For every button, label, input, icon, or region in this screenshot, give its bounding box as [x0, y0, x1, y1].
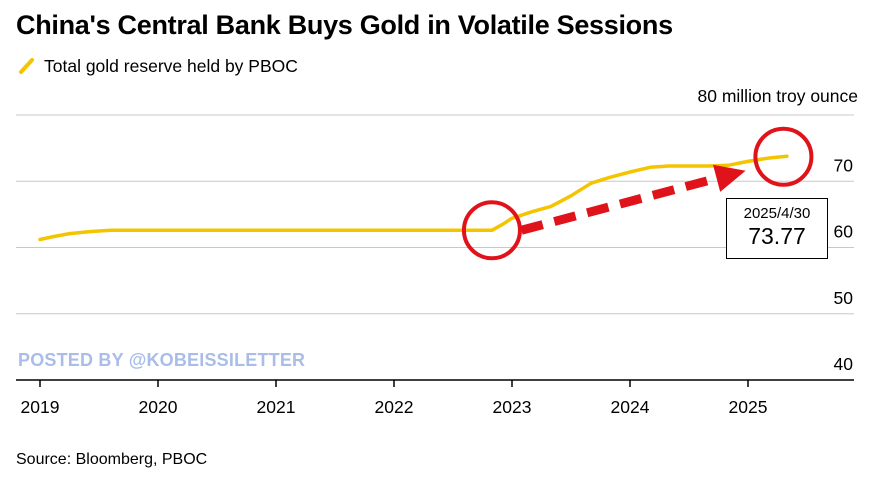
chart-title: China's Central Bank Buys Gold in Volati… [16, 10, 673, 40]
callout-value: 73.77 [748, 223, 806, 249]
legend-label: Total gold reserve held by PBOC [44, 55, 298, 76]
annotation-arrowhead [713, 164, 746, 192]
x-tick-label: 2020 [139, 397, 178, 417]
y-tick-label: 60 [834, 222, 854, 242]
value-callout: 2025/4/30 73.77 [726, 198, 828, 259]
watermark-text: POSTED BY @KOBEISSILETTER [18, 350, 306, 370]
x-tick-label: 2019 [21, 397, 60, 417]
x-tick-label: 2022 [375, 397, 414, 417]
x-tick-label: 2023 [493, 397, 532, 417]
y-tick-label: 40 [834, 354, 854, 374]
legend: Total gold reserve held by PBOC [18, 54, 298, 78]
annotation-circle [461, 200, 522, 261]
legend-swatch-icon [19, 58, 34, 74]
series-line [38, 154, 789, 242]
x-tick-label: 2021 [257, 397, 296, 417]
annotation-dashed-arrow [520, 174, 718, 235]
x-tick-label: 2025 [729, 397, 768, 417]
y-tick-label: 70 [834, 155, 854, 175]
y-tick-label: 50 [834, 288, 854, 308]
y-axis-unit-label: 80 million troy ounce [697, 86, 859, 106]
annotation-circle [753, 126, 814, 187]
callout-date: 2025/4/30 [743, 205, 811, 222]
source-note: Source: Bloomberg, PBOC [16, 451, 208, 468]
x-tick-label: 2024 [611, 397, 650, 417]
